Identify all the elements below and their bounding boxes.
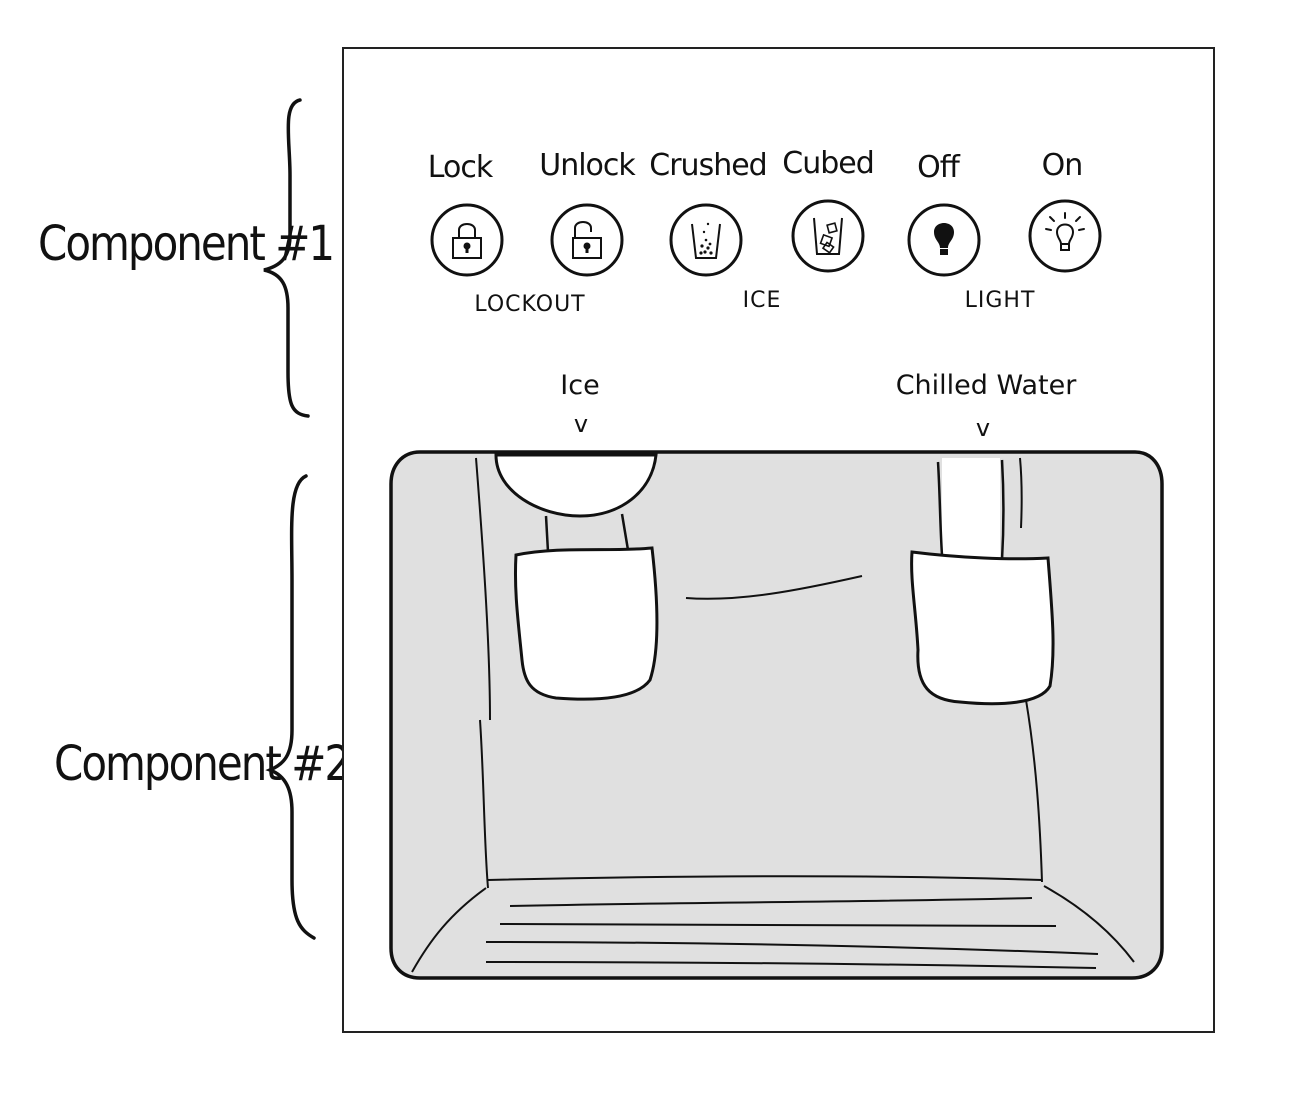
water-dispenser-paddle <box>910 550 1055 706</box>
ice-dispenser-paddle <box>513 546 659 701</box>
cubed-label: Cubed <box>782 146 875 181</box>
cubed-ice-button[interactable] <box>790 198 866 274</box>
light-on-button[interactable] <box>1027 198 1103 274</box>
light-bulb-on-icon <box>1028 199 1102 273</box>
water-spout-label: Chilled Water <box>895 370 1077 401</box>
crushed-ice-cup-icon <box>669 203 743 277</box>
on-label: On <box>1041 148 1084 183</box>
ice-group-label: ICE <box>742 288 782 313</box>
unlock-button[interactable] <box>549 202 625 278</box>
crushed-ice-button[interactable] <box>668 202 744 278</box>
unlocked-padlock-icon <box>550 203 624 277</box>
lock-label: Lock <box>427 150 493 185</box>
light-group-label: LIGHT <box>964 288 1036 313</box>
water-spout-chevron: v <box>975 414 991 442</box>
unlock-label: Unlock <box>539 148 636 183</box>
component1-brace <box>263 98 310 418</box>
component2-label: Component #2 <box>54 735 351 792</box>
light-bulb-off-icon <box>907 203 981 277</box>
crushed-label: Crushed <box>649 148 767 183</box>
locked-padlock-icon <box>430 203 504 277</box>
light-off-button[interactable] <box>906 202 982 278</box>
component2-brace <box>265 474 316 940</box>
cubed-ice-cup-icon <box>791 199 865 273</box>
ice-spout-label: Ice <box>560 370 600 401</box>
off-label: Off <box>917 150 960 185</box>
lockout-group-label: LOCKOUT <box>474 292 586 317</box>
lock-button[interactable] <box>429 202 505 278</box>
water-spout <box>942 458 1000 558</box>
ice-chute <box>494 453 658 518</box>
ice-spout-chevron: v <box>573 410 589 438</box>
component1-label: Component #1 <box>38 215 335 272</box>
dispenser-recess-area <box>389 450 1164 980</box>
